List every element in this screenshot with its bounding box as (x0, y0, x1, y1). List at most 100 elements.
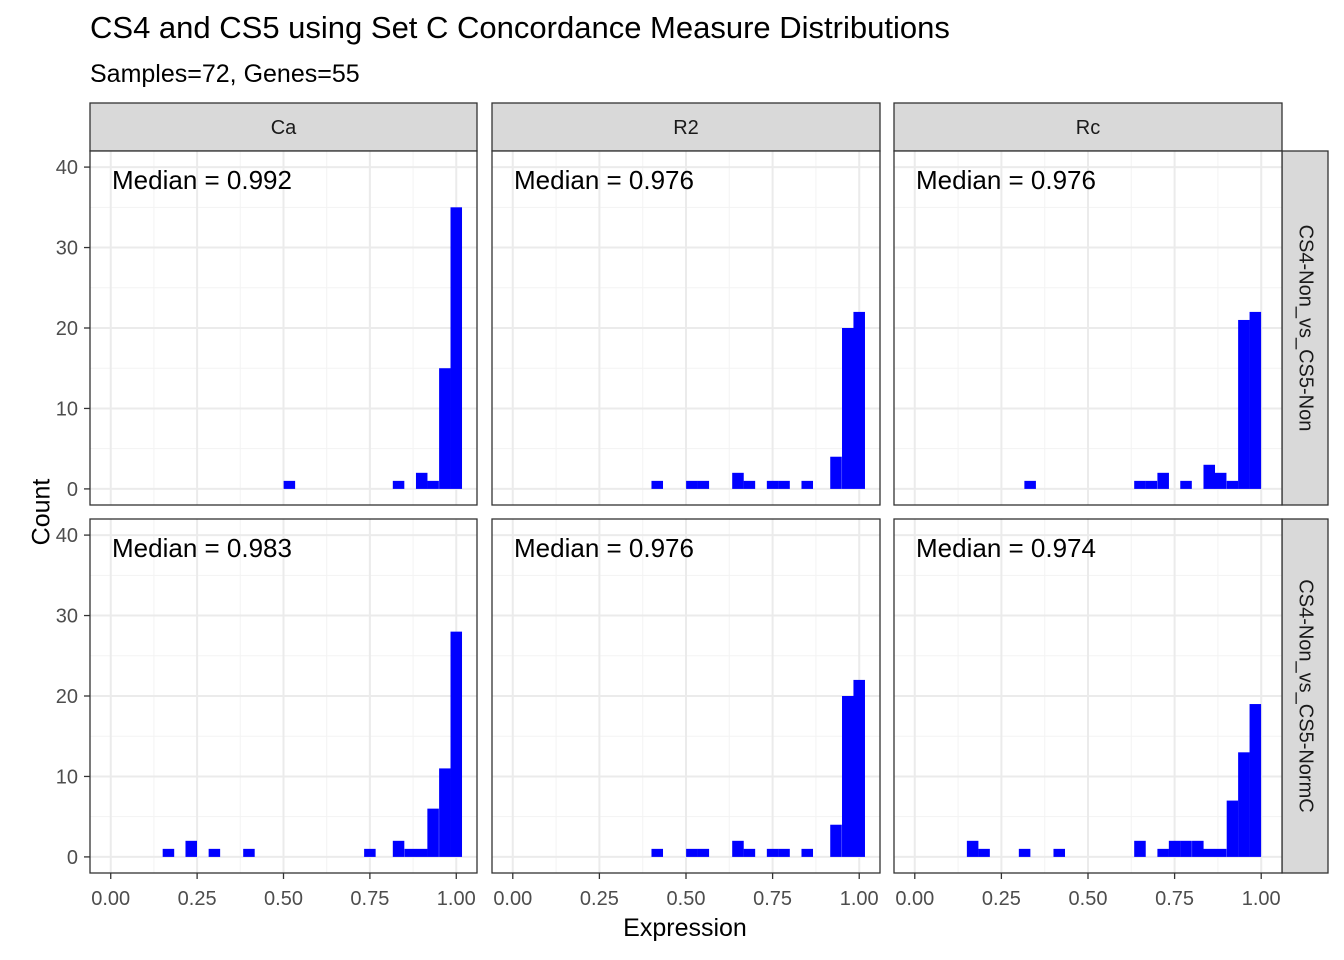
histogram-bar (697, 480, 710, 489)
x-tick-label: 0.75 (1155, 888, 1194, 910)
histogram-bar (1192, 840, 1204, 857)
histogram-bar (162, 848, 175, 857)
y-tick-label: 0 (67, 479, 78, 501)
x-tick-label: 0.75 (350, 888, 389, 910)
y-tick-label: 30 (56, 606, 78, 628)
histogram-bar (830, 824, 842, 857)
histogram-bar (686, 848, 698, 857)
chart-title: CS4 and CS5 using Set C Concordance Meas… (90, 10, 950, 45)
median-annotation: Median = 0.976 (514, 165, 694, 195)
histogram-bar (243, 848, 255, 857)
median-annotation: Median = 0.974 (916, 533, 1096, 563)
y-tick-label: 20 (56, 318, 78, 340)
y-tick-label: 10 (56, 398, 78, 420)
x-tick-label: 0.25 (178, 888, 217, 910)
x-tick-label: 0.00 (895, 888, 934, 910)
x-tick-label: 0.50 (1069, 888, 1108, 910)
histogram-bar (830, 456, 842, 489)
median-annotation: Median = 0.976 (514, 533, 694, 563)
histogram-bar (1145, 480, 1158, 489)
histogram-bar (966, 840, 979, 857)
histogram-bar (842, 328, 854, 489)
chart-subtitle: Samples=72, Genes=55 (90, 60, 360, 88)
x-tick-label: 0.50 (264, 888, 303, 910)
histogram-bar (1024, 480, 1036, 489)
histogram-bar (1180, 480, 1192, 489)
histogram-bar (450, 631, 463, 857)
y-tick-label: 0 (67, 847, 78, 869)
y-tick-label: 10 (56, 766, 78, 788)
histogram-bar (427, 808, 439, 857)
y-tick-label: 40 (56, 157, 78, 179)
panel-border (893, 150, 1283, 506)
histogram-bar (1157, 472, 1169, 489)
x-tick-label: 0.75 (753, 888, 792, 910)
histogram-bar (439, 368, 451, 489)
facet-strip-label: Ca (271, 117, 297, 139)
x-tick-label: 1.00 (1242, 888, 1281, 910)
x-axis-label: Expression (623, 914, 747, 942)
histogram-bar (1168, 840, 1181, 857)
histogram-bar (1018, 848, 1031, 857)
x-tick-label: 0.00 (493, 888, 532, 910)
median-annotation: Median = 0.983 (112, 533, 292, 563)
x-tick-label: 0.00 (91, 888, 130, 910)
histogram-bar (766, 480, 779, 489)
histogram-bar (697, 848, 710, 857)
histogram-bar (392, 840, 405, 857)
histogram-bar (1203, 848, 1216, 857)
histogram-bar (853, 311, 865, 489)
histogram-bar (415, 848, 428, 857)
histogram-bar (1226, 480, 1239, 489)
y-tick-label: 40 (56, 525, 78, 547)
histogram-bar (1249, 704, 1262, 857)
histogram-bar (842, 696, 854, 857)
histogram-bar (208, 848, 221, 857)
histogram-bar (1226, 800, 1239, 857)
facet-strip-label: Rc (1076, 117, 1100, 139)
facet-strip-label: R2 (673, 117, 699, 139)
histogram-bar (415, 472, 428, 489)
histogram-bar (185, 840, 197, 857)
histogram-bar (801, 480, 814, 489)
y-tick-label: 20 (56, 686, 78, 708)
histogram-bar (778, 480, 790, 489)
histogram-bar (686, 480, 698, 489)
x-tick-label: 1.00 (840, 888, 879, 910)
facet-strip-row-label: CS4-Non_vs_CS5-Non (1295, 225, 1317, 432)
histogram-bar (801, 848, 814, 857)
histogram-bar (732, 472, 744, 489)
histogram-bar (1180, 840, 1192, 857)
histogram-bar (651, 848, 664, 857)
histogram-bar (1157, 848, 1169, 857)
histogram-bar (651, 480, 664, 489)
histogram-bar (1238, 752, 1250, 857)
histogram-bar (364, 848, 376, 857)
histogram-bar (1214, 472, 1227, 489)
facet-strip-ca (89, 102, 478, 152)
median-annotation: Median = 0.992 (112, 165, 292, 195)
histogram-bar (450, 207, 463, 489)
histogram-bar (1214, 848, 1227, 857)
median-annotation: Median = 0.976 (916, 165, 1096, 195)
histogram-bar (978, 848, 990, 857)
x-tick-label: 0.25 (982, 888, 1021, 910)
histogram-bar (427, 480, 439, 489)
histogram-bar (778, 848, 790, 857)
histogram-bar (1053, 848, 1066, 857)
panel-border (491, 150, 881, 506)
histogram-bar (743, 480, 756, 489)
x-tick-label: 1.00 (437, 888, 476, 910)
facet-strip-row-label: CS4-Non_vs_CS5-NormC (1295, 579, 1317, 812)
histogram-bar (439, 768, 451, 857)
histogram-bar (1203, 464, 1216, 489)
x-tick-label: 0.25 (580, 888, 619, 910)
histogram-bar (1238, 319, 1250, 489)
histogram-bar (1249, 311, 1262, 489)
y-tick-label: 30 (56, 238, 78, 260)
histogram-bar (392, 480, 405, 489)
histogram-bar (283, 480, 296, 489)
x-tick-label: 0.50 (667, 888, 706, 910)
facet-strip-row-2 (1281, 518, 1329, 874)
